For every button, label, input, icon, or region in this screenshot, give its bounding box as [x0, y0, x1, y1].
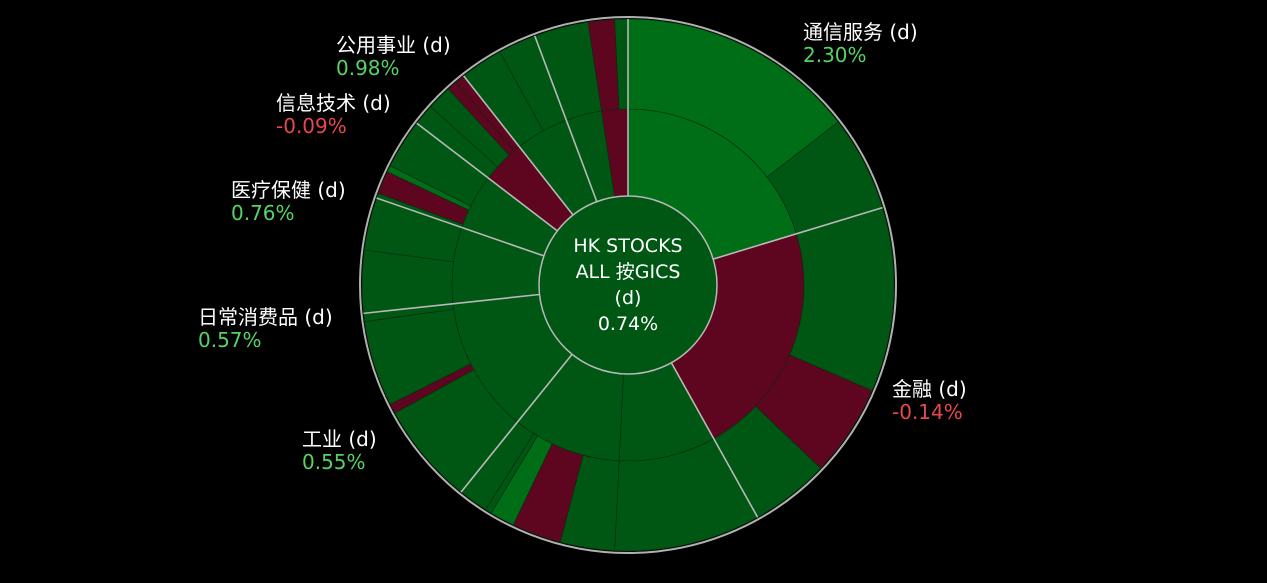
label-consumer-staples-change: 0.57%	[198, 328, 262, 352]
label-utilities-change: 0.98%	[336, 56, 400, 80]
label-information-technology-name: 信息技术 (d)	[276, 91, 391, 115]
center-title-line-3: (d)	[615, 287, 642, 309]
sunburst-center[interactable]: HK STOCKS ALL 按GICS (d) 0.74%	[538, 195, 718, 375]
center-circle[interactable]	[538, 195, 718, 375]
sector-separator-5	[376, 197, 545, 257]
label-health-care-change: 0.76%	[231, 201, 295, 225]
center-value: 0.74%	[598, 313, 658, 335]
label-industrials-change: 0.55%	[302, 450, 366, 474]
sector-separator-2	[670, 362, 759, 518]
label-consumer-staples-name: 日常消费品 (d)	[198, 305, 333, 329]
sector-separator-8	[534, 35, 598, 202]
label-financials-change: -0.14%	[892, 400, 963, 424]
sunburst-rings	[359, 16, 897, 554]
label-financials-name: 金融 (d)	[892, 377, 967, 401]
label-information-technology-change: -0.09%	[276, 114, 347, 138]
center-title-line-1: HK STOCKS	[573, 235, 682, 257]
sector-separator-3	[460, 353, 573, 493]
label-communication-services-change: 2.30%	[803, 43, 867, 67]
label-utilities-name: 公用事业 (d)	[336, 33, 451, 57]
sector-separator-6	[416, 122, 558, 232]
center-title-line-2: ALL 按GICS	[576, 261, 681, 283]
outer-rim	[359, 16, 897, 554]
sector-separator-4	[363, 293, 540, 315]
sector-separator-7	[463, 75, 574, 216]
sector-labels: 通信服务 (d) 2.30% 金融 (d) -0.14% 工业 (d) 0.55…	[198, 20, 967, 474]
label-communication-services-name: 通信服务 (d)	[803, 20, 918, 44]
sector-separator-1	[712, 206, 883, 260]
label-health-care-name: 医疗保健 (d)	[231, 178, 346, 202]
label-industrials-name: 工业 (d)	[302, 427, 377, 451]
